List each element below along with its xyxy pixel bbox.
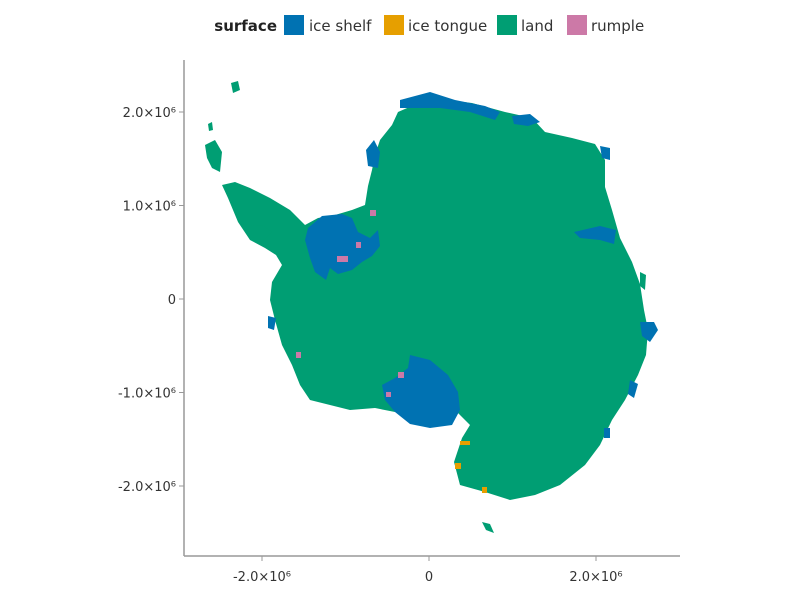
ice-shelf-weddell [305, 214, 380, 280]
y-tick-label: 2.0×10⁶ [123, 106, 176, 121]
land-island-4 [208, 122, 213, 131]
ice-tongue-2 [455, 463, 461, 469]
x-tick-label: 0 [425, 570, 433, 585]
legend-label-rumple: rumple [591, 17, 644, 35]
ice-shelf-small-3 [628, 380, 638, 398]
legend-swatch-land [497, 15, 517, 35]
y-tick-label: -2.0×10⁶ [118, 480, 176, 495]
rumple-5 [386, 392, 391, 397]
rumple-2 [356, 242, 361, 248]
legend-label-ice-tongue: ice tongue [408, 17, 487, 35]
land-island-6 [640, 272, 646, 290]
rumple-4 [296, 352, 301, 358]
ice-shelf-small-1 [268, 316, 276, 330]
ice-tongue-1 [460, 441, 470, 445]
ice-shelf-northeast [512, 114, 540, 126]
y-ticks: 2.0×10⁶ 1.0×10⁶ 0 -1.0×10⁶ -2.0×10⁶ [118, 106, 184, 495]
land-island-5 [482, 522, 494, 533]
ice-tongue-3 [482, 487, 487, 493]
ice-shelf-amery-north [400, 92, 500, 120]
ice-shelf-west [366, 140, 380, 168]
y-tick-label: -1.0×10⁶ [118, 387, 176, 402]
land-island-1 [205, 140, 222, 172]
legend-swatch-ice-tongue [384, 15, 404, 35]
land-island-3 [248, 225, 272, 240]
legend-label-ice-shelf: ice shelf [309, 17, 372, 35]
ice-shelf-east [574, 226, 616, 244]
legend-title: surface [214, 17, 277, 35]
rumple-3 [398, 372, 404, 378]
x-tick-label: 2.0×10⁶ [569, 570, 622, 585]
legend-label-land: land [521, 17, 553, 35]
y-tick-label: 1.0×10⁶ [123, 200, 176, 215]
legend: surface ice shelf ice tongue land rumple [214, 15, 644, 35]
legend-swatch-ice-shelf [284, 15, 304, 35]
x-tick-label: -2.0×10⁶ [233, 570, 291, 585]
axes: 2.0×10⁶ 1.0×10⁶ 0 -1.0×10⁶ -2.0×10⁶ -2.0×10⁶… [118, 60, 680, 585]
rumple-1 [337, 256, 348, 262]
rumple-6 [370, 210, 376, 216]
land-region [222, 98, 648, 500]
y-tick-label: 0 [168, 293, 176, 308]
map-area [205, 81, 658, 533]
ice-shelf-small-4 [604, 428, 610, 438]
land-island-2 [231, 81, 240, 93]
x-ticks: -2.0×10⁶ 0 2.0×10⁶ [233, 556, 623, 585]
ice-shelf-small-2 [600, 146, 610, 160]
ice-shelf-shackleton [640, 322, 658, 342]
legend-swatch-rumple [567, 15, 587, 35]
